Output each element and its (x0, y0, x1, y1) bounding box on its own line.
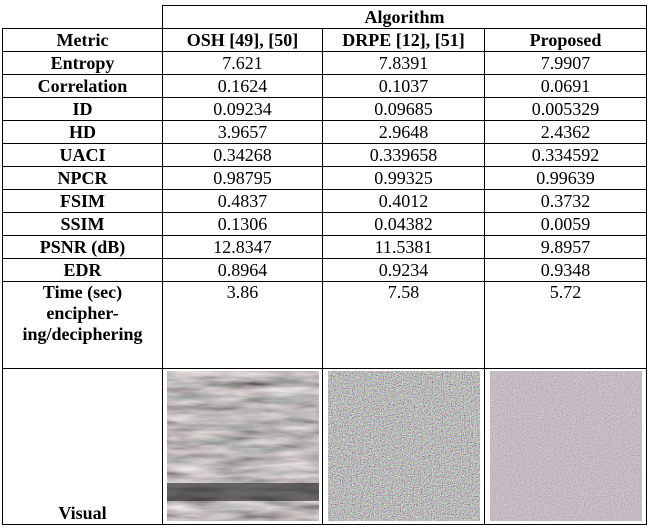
image-pixels (327, 371, 480, 521)
empty-cell (2, 5, 163, 29)
data-row: Correlation 0.1624 0.1037 0.0691 (2, 74, 647, 98)
data-row: HD 3.9657 2.9648 2.4362 (2, 120, 647, 144)
metric-value: 0.1306 (162, 212, 323, 236)
metric-value: 9.8957 (484, 235, 647, 259)
metric-value: 0.005329 (484, 97, 647, 121)
metric-value: 0.4837 (162, 189, 323, 213)
metric-value: 7.9907 (484, 51, 647, 75)
data-row: Entropy 7.621 7.8391 7.9907 (2, 51, 647, 75)
metric-label: Entropy (2, 51, 163, 75)
column-header: Proposed (484, 28, 647, 52)
label-line: encipher- (46, 303, 119, 323)
time-row: Time (sec) encipher-ing/deciphering 3.86 7.… (2, 281, 647, 369)
metric-label: SSIM (2, 212, 163, 236)
metric-label: FSIM (2, 189, 163, 213)
column-header: DRPE [12], [51] (322, 28, 485, 52)
dark-band (166, 483, 319, 501)
encrypted-image (327, 371, 480, 521)
metric-value: 0.09685 (322, 97, 485, 121)
column-header: OSH [49], [50] (162, 28, 323, 52)
metric-value: 0.8964 (162, 258, 323, 282)
column-header-row: Metric OSH [49], [50] DRPE [12], [51] Propo… (2, 28, 647, 52)
metric-value: 0.99639 (484, 166, 647, 190)
image-pixels (489, 371, 642, 521)
metric-value: 0.34268 (162, 143, 323, 167)
metric-value: 0.98795 (162, 166, 323, 190)
data-row: NPCR 0.98795 0.99325 0.99639 (2, 166, 647, 190)
data-row: SSIM 0.1306 0.04382 0.0059 (2, 212, 647, 236)
data-row: FSIM 0.4837 0.4012 0.3732 (2, 189, 647, 213)
metric-value: 0.09234 (162, 97, 323, 121)
metric-value: 5.72 (484, 281, 647, 369)
data-row: EDR 0.8964 0.9234 0.9348 (2, 258, 647, 282)
label-line: ing/deciphering (22, 324, 143, 344)
metric-value: 0.339658 (322, 143, 485, 167)
metric-value: 7.621 (162, 51, 323, 75)
metric-value: 0.1037 (322, 74, 485, 98)
label-line: Time (sec) (42, 282, 123, 302)
group-header: Algorithm (162, 5, 647, 29)
metric-value: 0.0059 (484, 212, 647, 236)
metric-label: Visual (2, 368, 163, 525)
metric-value: 0.0691 (484, 74, 647, 98)
metric-value: 0.4012 (322, 189, 485, 213)
data-row: ID 0.09234 0.09685 0.005329 (2, 97, 647, 121)
metric-value: 2.4362 (484, 120, 647, 144)
metric-value: 3.86 (162, 281, 323, 369)
metric-value: 12.8347 (162, 235, 323, 259)
encrypted-image (166, 371, 319, 521)
metric-value: 0.9348 (484, 258, 647, 282)
metric-value: 11.5381 (322, 235, 485, 259)
metric-value: 0.04382 (322, 212, 485, 236)
column-header: Metric (2, 28, 163, 52)
metric-value: 0.334592 (484, 143, 647, 167)
metric-value: 0.3732 (484, 189, 647, 213)
data-row: UACI 0.34268 0.339658 0.334592 (2, 143, 647, 167)
encrypted-image (489, 371, 642, 521)
metric-label: PSNR (dB) (2, 235, 163, 259)
metric-value: 2.9648 (322, 120, 485, 144)
metric-label: Correlation (2, 74, 163, 98)
metric-value: 7.8391 (322, 51, 485, 75)
metrics-table: Algorithm Metric OSH [49], [50] DRPE [12],… (2, 5, 647, 525)
visual-cell (484, 368, 647, 525)
metric-value: 3.9657 (162, 120, 323, 144)
metric-label: UACI (2, 143, 163, 167)
visual-cell (162, 368, 323, 525)
data-row: PSNR (dB) 12.8347 11.5381 9.8957 (2, 235, 647, 259)
metric-label: EDR (2, 258, 163, 282)
metric-value: 7.58 (322, 281, 485, 369)
metric-label: NPCR (2, 166, 163, 190)
metric-label: HD (2, 120, 163, 144)
metric-value: 0.1624 (162, 74, 323, 98)
visual-row: Visual (2, 368, 647, 525)
metric-label: ID (2, 97, 163, 121)
group-header-row: Algorithm (2, 5, 647, 29)
visual-cell (322, 368, 485, 525)
metric-label: Time (sec) encipher-ing/deciphering (2, 281, 163, 369)
metric-value: 0.9234 (322, 258, 485, 282)
metric-value: 0.99325 (322, 166, 485, 190)
